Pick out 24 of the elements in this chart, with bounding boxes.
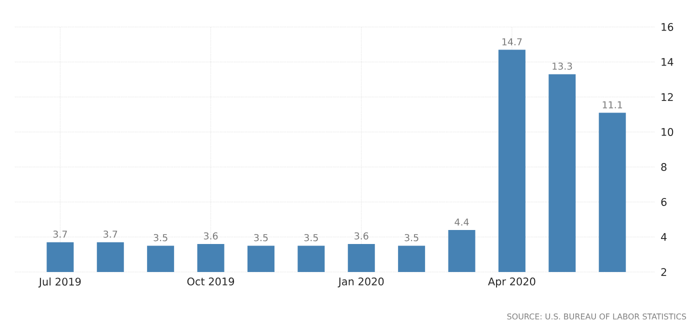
y-tick-label: 8 (661, 163, 666, 171)
data-label: 3.5 (254, 234, 268, 242)
data-label: 4.4 (454, 218, 469, 226)
y-tick-label: 16 (662, 23, 674, 31)
x-tick-label: Oct 2019 (187, 278, 234, 286)
y-tick-label: 6 (661, 198, 667, 206)
x-tick-label: Jan 2020 (338, 278, 384, 288)
y-tick-label: 4 (661, 233, 667, 241)
y-tick-label: 2 (661, 268, 666, 276)
data-label: 11.1 (602, 101, 622, 108)
data-label: 3.5 (154, 234, 168, 242)
data-label: 3.6 (204, 232, 218, 240)
data-label: 3.5 (304, 234, 318, 242)
data-label: 14.7 (502, 38, 522, 46)
data-label: 3.5 (404, 234, 418, 242)
y-tick-label: 14 (662, 58, 674, 66)
data-label: 3.7 (53, 230, 67, 238)
x-tick-label: Jul 2019 (38, 278, 81, 288)
data-label: 3.6 (354, 232, 368, 240)
data-label: 13.3 (552, 62, 572, 70)
y-tick-label: 10 (662, 128, 674, 136)
data-label: 3.7 (104, 230, 118, 238)
x-tick-label: Apr 2020 (488, 278, 536, 288)
y-tick-label: 12 (662, 93, 673, 101)
